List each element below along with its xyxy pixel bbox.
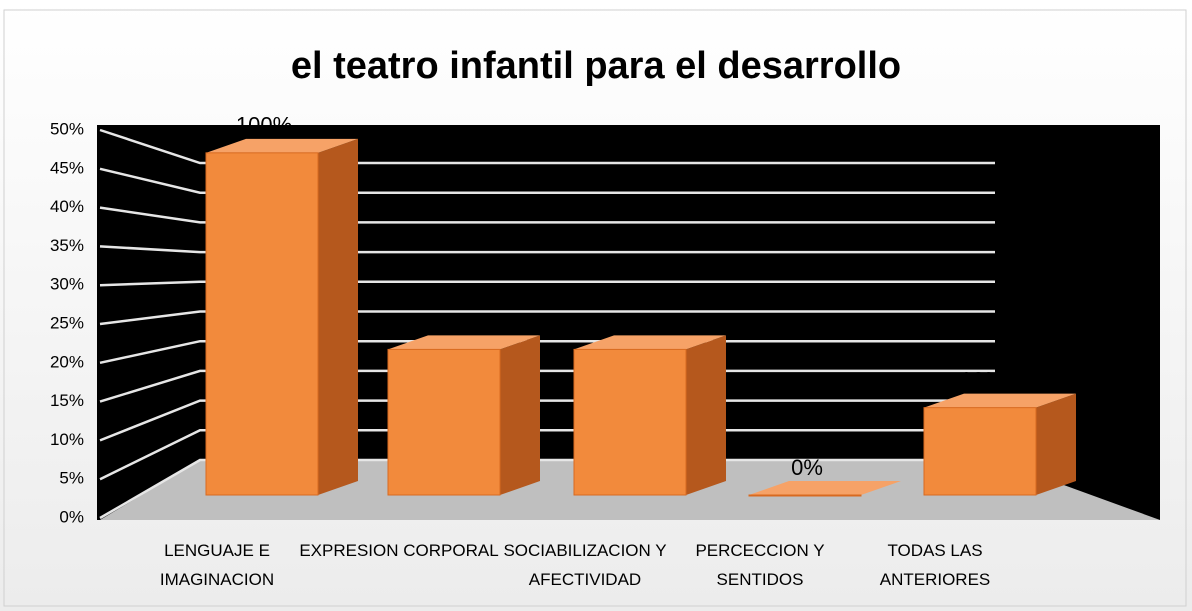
- grid-line: [99, 339, 995, 365]
- grid-line: [99, 310, 995, 326]
- data-label: 20%: [610, 309, 654, 334]
- bar: [205, 138, 358, 496]
- bar-front: [923, 407, 1037, 496]
- grid-line: [99, 167, 995, 194]
- y-tick-label: 50%: [50, 119, 84, 138]
- bar: [748, 481, 901, 497]
- bar-side: [318, 138, 358, 495]
- bar-side: [500, 335, 540, 495]
- bar-front: [573, 348, 687, 496]
- frame: [3, 9, 1187, 607]
- grid-line: [99, 399, 995, 442]
- bar-top: [388, 335, 540, 350]
- bar-side: [1036, 393, 1076, 495]
- x-tick-label: EXPRESION CORPORAL: [299, 541, 499, 560]
- bar-top: [924, 393, 1076, 408]
- grid-line: [99, 206, 995, 224]
- y-tick-label: 0%: [59, 507, 84, 526]
- bar-side: [686, 335, 726, 495]
- grid-line: [99, 245, 995, 254]
- data-label: 20%: [424, 309, 468, 334]
- grid-line: [99, 458, 995, 520]
- bar-top: [749, 481, 901, 495]
- bar: [923, 393, 1076, 496]
- bar-front: [748, 494, 862, 497]
- y-tick-label: 35%: [50, 236, 84, 255]
- data-label: 0%: [791, 455, 823, 480]
- y-tick-label: 10%: [50, 430, 84, 449]
- y-tick-label: 5%: [59, 469, 84, 488]
- bar: [573, 335, 726, 496]
- grid-line: [99, 369, 995, 403]
- x-tick-label: SOCIABILIZACION Y AFECTIVIDAD: [503, 541, 667, 589]
- bar-front: [387, 348, 501, 496]
- x-tick-label: PERCECCION Y SENTIDOS: [695, 541, 825, 589]
- y-tick-label: 20%: [50, 352, 84, 371]
- data-label: 100%: [236, 113, 292, 138]
- bar: [387, 335, 540, 496]
- x-tick-label: LENGUAJE E IMAGINACION: [159, 541, 275, 589]
- bar-front: [205, 152, 319, 496]
- grid-line: [99, 128, 995, 165]
- x-tick-label: TODAS LAS ANTERIORES: [879, 541, 991, 589]
- bar-top: [574, 335, 726, 350]
- bar-top: [206, 138, 358, 153]
- grid-line: [99, 280, 995, 287]
- y-tick-label: 15%: [50, 391, 84, 410]
- y-tick-label: 25%: [50, 313, 84, 332]
- y-tick-label: 45%: [50, 158, 84, 177]
- chart-title: el teatro infantil para el desarrollo: [291, 45, 901, 87]
- y-tick-label: 30%: [50, 275, 84, 294]
- grid-line: [99, 429, 995, 481]
- data-label: 10%: [960, 367, 1004, 392]
- y-tick-label: 40%: [50, 197, 84, 216]
